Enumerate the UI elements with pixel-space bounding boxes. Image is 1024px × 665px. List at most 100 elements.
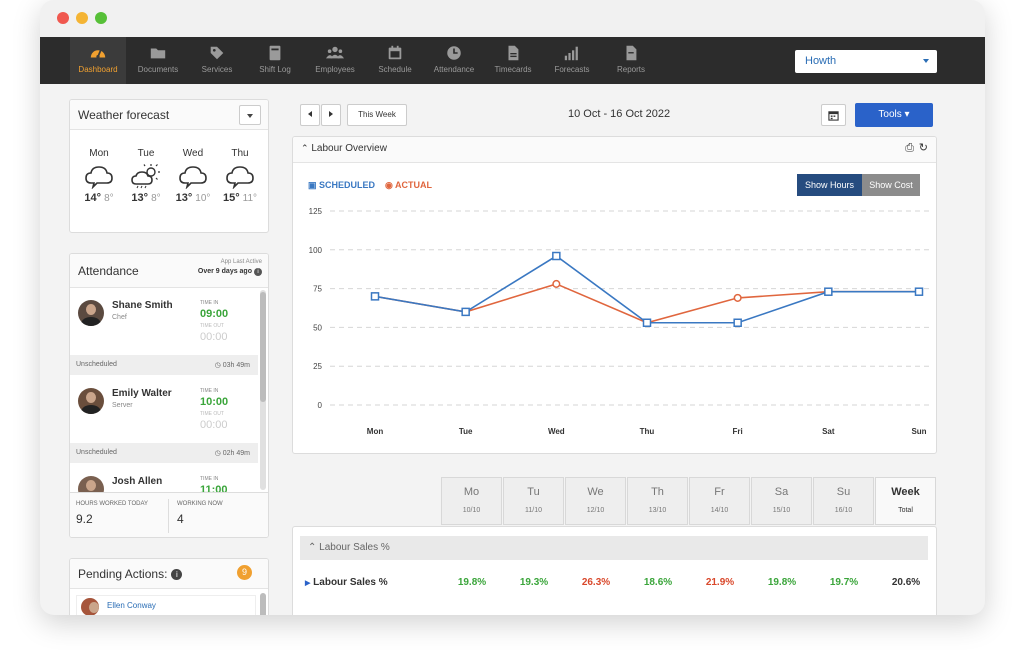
info-icon[interactable]: i xyxy=(171,569,183,581)
labour-sales-header[interactable]: ⌃ Labour Sales % xyxy=(300,536,928,560)
app-last-active: App Last Active Over 9 days ago i xyxy=(198,258,262,277)
nav-label: Shift Log xyxy=(259,65,291,74)
nav-services[interactable]: Services xyxy=(190,37,244,84)
date-range: 10 Oct - 16 Oct 2022 xyxy=(568,108,671,120)
nav-label: Dashboard xyxy=(78,65,118,74)
collapse-icon: ⌃ xyxy=(308,542,317,553)
employee-name: Shane Smith xyxy=(112,300,173,311)
nav-label: Attendance xyxy=(433,65,475,74)
scheduled-point xyxy=(914,287,924,296)
legend-actual[interactable]: ◉ ACTUAL xyxy=(385,180,433,190)
hours-worked-label: HOURS WORKED TODAY xyxy=(76,501,149,507)
show-cost-button[interactable]: Show Cost xyxy=(862,174,920,196)
nav-dashboard[interactable]: Dashboard xyxy=(70,37,126,84)
collapse-icon: ⌃ xyxy=(301,143,309,153)
pending-item[interactable]: Ellen Conway xyxy=(76,595,256,615)
scheduled-point xyxy=(824,287,833,296)
main-nav: Dashboard Documents Services Shift Log E… xyxy=(40,37,985,84)
book-icon xyxy=(269,45,281,61)
scheduled-point xyxy=(642,318,652,327)
avatar xyxy=(78,476,104,492)
last-active-value: Over 9 days ago xyxy=(197,268,252,275)
tag-icon xyxy=(210,46,224,60)
nav-shift-log[interactable]: Shift Log xyxy=(248,37,302,84)
nav-documents[interactable]: Documents xyxy=(130,37,186,84)
weather-dropdown-button[interactable] xyxy=(239,105,261,125)
maximize-window-button[interactable] xyxy=(95,12,107,24)
hours-worked-value: 9.2 xyxy=(76,512,93,526)
weather-day: Tue 13° 8° xyxy=(122,148,170,204)
calendar-button[interactable] xyxy=(821,104,846,126)
employee-role: Chef xyxy=(112,314,127,321)
circle-marker-icon: ◉ xyxy=(385,180,393,190)
nav-label: Employees xyxy=(315,65,355,74)
time-in-value: 11:00 xyxy=(200,484,228,492)
location-value: Howth xyxy=(805,55,837,67)
attendance-scroll-thumb[interactable] xyxy=(260,292,266,402)
nav-label: Reports xyxy=(616,65,645,74)
y-tick-label: 125 xyxy=(309,207,323,216)
close-window-button[interactable] xyxy=(57,12,69,24)
day-name: Sa xyxy=(774,486,789,498)
clock-icon xyxy=(447,46,461,60)
weather-day: Wed 13° 10° xyxy=(169,148,217,204)
location-select[interactable]: Howth xyxy=(795,50,937,73)
sun-cloud-icon xyxy=(131,164,160,189)
this-week-button[interactable]: This Week xyxy=(347,104,407,126)
series-line-actual xyxy=(374,283,919,324)
weather-high: 13° xyxy=(175,192,193,204)
nav-label: Timecards xyxy=(494,65,532,74)
minimize-window-button[interactable] xyxy=(76,12,88,24)
day-name: Mo xyxy=(463,486,480,498)
employee-name: Emily Walter xyxy=(112,388,172,399)
day-date: 13/10 xyxy=(648,507,667,514)
print-icon[interactable]: ⎙ xyxy=(905,142,914,154)
day-date: 10/10 xyxy=(462,507,481,514)
time-out-label: TIME OUT xyxy=(200,323,224,329)
nav-reports[interactable]: Reports xyxy=(604,37,658,84)
labour-overview-header[interactable]: ⌃ Labour Overview ⎙ ↻ xyxy=(293,137,936,163)
avatar xyxy=(81,598,99,615)
attendance-status-bar: Unscheduled ◷ 03h 49m xyxy=(70,355,258,375)
weather-low: 11° xyxy=(242,193,258,204)
attendance-status-bar: Unscheduled ◷ 02h 49m xyxy=(70,443,258,463)
nav-forecasts[interactable]: Forecasts xyxy=(544,37,600,84)
nav-attendance[interactable]: Attendance xyxy=(426,37,482,84)
attendance-header: Attendance App Last Active Over 9 days a… xyxy=(70,254,268,288)
day-header: Sa 15/10 xyxy=(751,477,812,525)
tools-button[interactable]: Tools ▾ xyxy=(855,103,933,127)
prev-week-button[interactable] xyxy=(300,104,320,126)
info-icon[interactable]: i xyxy=(254,268,262,276)
pending-scrollbar[interactable] xyxy=(260,593,266,615)
attendance-row[interactable]: Shane Smith Chef TIME IN 09:00 TIME OUT … xyxy=(70,288,258,354)
attendance-summary: HOURS WORKED TODAY 9.2 WORKING NOW 4 xyxy=(70,492,268,537)
labour-sales-row-label[interactable]: ▶ Labour Sales % xyxy=(305,577,388,588)
attendance-row[interactable]: Emily Walter Server TIME IN 10:00 TIME O… xyxy=(70,376,258,442)
day-header: We 12/10 xyxy=(565,477,626,525)
day-name: Th xyxy=(651,486,664,498)
refresh-icon[interactable]: ↻ xyxy=(918,142,928,154)
show-hours-button[interactable]: Show Hours xyxy=(797,174,862,196)
day-date: 11/10 xyxy=(525,507,542,514)
x-tick-label: Fri xyxy=(733,427,743,436)
next-week-button[interactable] xyxy=(321,104,341,126)
labour-sales-value: 26.3% xyxy=(581,577,611,588)
expand-arrow-icon: ▶ xyxy=(305,580,311,587)
weather-high: 13° xyxy=(131,192,148,204)
day-name: Tu xyxy=(527,486,540,498)
chevron-down-icon xyxy=(923,59,929,63)
nav-employees[interactable]: Employees xyxy=(306,37,364,84)
legend-scheduled[interactable]: ▣ SCHEDULED xyxy=(308,180,376,190)
time-out-value: 00:00 xyxy=(200,419,228,431)
x-tick-label: Sat xyxy=(822,427,835,436)
nav-timecards[interactable]: Timecards xyxy=(486,37,540,84)
nav-label: Documents xyxy=(137,65,179,74)
day-name: Week xyxy=(891,486,920,498)
employee-role: Server xyxy=(112,402,133,409)
nav-schedule[interactable]: Schedule xyxy=(368,37,422,84)
folder-icon xyxy=(150,48,166,59)
x-tick-label: Tue xyxy=(459,427,473,436)
labour-sales-title: Labour Sales % xyxy=(319,542,390,553)
attendance-row[interactable]: Josh Allen TIME IN 11:00 xyxy=(70,464,258,492)
y-tick-label: 50 xyxy=(313,323,322,332)
